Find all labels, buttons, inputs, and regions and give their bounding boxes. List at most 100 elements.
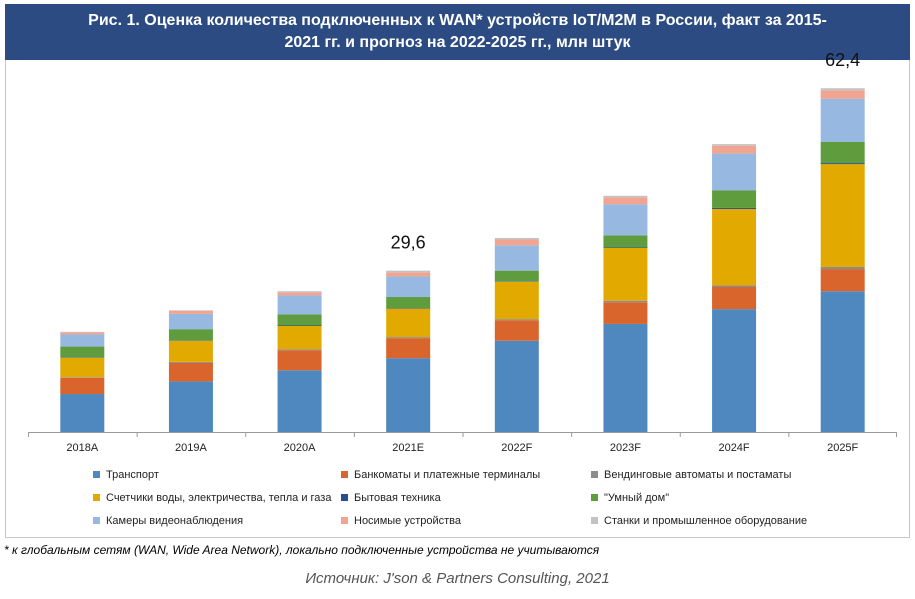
bar-segment (60, 394, 105, 432)
legend-item: Носимые устройства (341, 514, 461, 528)
bar-segment (603, 197, 648, 205)
bar-segment (277, 349, 322, 351)
legend-item: "Умный дом" (591, 491, 669, 505)
legend-item: Транспорт (93, 468, 159, 482)
bar-segment (168, 381, 213, 432)
bar-segment (494, 245, 539, 271)
bar-segment (386, 272, 431, 277)
total-data-label: 29,6 (391, 233, 426, 253)
bar-segment (820, 291, 865, 432)
x-tick-label: 2018A (66, 442, 98, 454)
x-tick-label: 2022F (501, 442, 532, 454)
legend-label: Станки и промышленное оборудование (604, 515, 808, 527)
legend-swatch (591, 493, 598, 501)
bar-segment (494, 281, 539, 320)
stacked-bar-chart: 2018A 2019A 2020A 2021E 2022F 2023F 2024F 2025F… (28, 50, 897, 454)
bar-segment (820, 98, 865, 142)
x-tick-label: 2024F (718, 442, 749, 454)
legend-swatch (341, 493, 348, 501)
bar-segment (168, 340, 213, 341)
legend-item: Камеры видеонаблюдения (93, 514, 243, 528)
bar-segment (60, 357, 105, 358)
bar-segment (277, 291, 322, 293)
bar-segment (820, 163, 865, 165)
bar-segment (168, 361, 213, 363)
bar-segment (168, 310, 213, 311)
bar-segment (386, 270, 431, 273)
chart-title-line-2: 2021 гг. и прогноз на 2022-2025 гг., млн… (284, 34, 631, 51)
bar-segment (820, 90, 865, 99)
bar-segment (712, 190, 757, 208)
legend-label: "Умный дом" (604, 492, 670, 504)
legend-label: Транспорт (106, 469, 159, 481)
legend-swatch (591, 516, 598, 524)
bar-segment (712, 145, 757, 154)
bar-segment (386, 308, 431, 338)
bar-segment (60, 377, 105, 395)
legend-swatch (93, 470, 100, 478)
bar-segment (603, 323, 648, 432)
bar-segment (168, 329, 213, 341)
legend-swatch (93, 516, 100, 524)
bar-segment (820, 88, 865, 91)
bar-segment (494, 319, 539, 321)
legend-label: Счетчики воды, электричества, тепла и га… (106, 492, 332, 504)
bar-segment (820, 269, 865, 292)
bar-segment (494, 340, 539, 432)
bar-segment (820, 266, 865, 270)
bar-segment (277, 326, 322, 350)
legend-item: Банкоматы и платежные терминалы (341, 468, 540, 482)
bar-segment (712, 208, 757, 286)
bar-segment (820, 164, 865, 267)
bar-segment (60, 332, 105, 335)
x-tick-label: 2021E (392, 442, 424, 454)
bar-segment (494, 270, 539, 282)
bar-segment (712, 285, 757, 287)
footnote: * к глобальным сетям (WAN, Wide Area Net… (4, 543, 600, 557)
legend-label: Камеры видеонаблюдения (106, 515, 244, 527)
bar-segment (277, 292, 322, 296)
bar-segment (386, 297, 431, 309)
legend-swatch (93, 493, 100, 501)
bar-segment (494, 281, 539, 282)
legend-swatch (341, 470, 348, 478)
legend-label: Бытовая техника (354, 492, 441, 504)
chart-title: Рис. 1. Оценка количества подключенных к… (5, 4, 910, 60)
x-tick-label: 2019A (175, 442, 207, 454)
bar-segment (712, 144, 757, 146)
bar-segment (277, 350, 322, 371)
bar-segment (603, 300, 648, 303)
bar-segment (820, 142, 865, 164)
bar-segment (603, 247, 648, 248)
bar-segment (712, 309, 757, 432)
bar-segment (386, 276, 431, 298)
bar-segment (386, 338, 431, 359)
bar-segment (603, 302, 648, 324)
bar-segment (60, 346, 105, 358)
bar-segment (277, 325, 322, 327)
legend-item: Станки и промышленное оборудование (591, 514, 807, 528)
chart-frame (5, 60, 910, 538)
bar-segment (277, 314, 322, 326)
bar-segment (60, 357, 105, 378)
bar-segment (712, 287, 757, 310)
bar-segment (712, 153, 757, 191)
legend-swatch (341, 516, 348, 524)
bar-segment (603, 204, 648, 236)
bar-segment (168, 362, 213, 382)
source-note: Источник: J'son & Partners Consulting, 2… (305, 570, 610, 587)
total-data-label: 62,4 (825, 50, 860, 70)
chart-title-line-1: Рис. 1. Оценка количества подключенных к… (88, 12, 827, 29)
bar-segment (60, 331, 105, 333)
bar-segment (168, 310, 213, 314)
bar-segment (386, 358, 431, 432)
legend-label: Носимые устройства (354, 515, 462, 527)
bar-segment (712, 207, 757, 209)
bar-segment (60, 334, 105, 347)
bar-segment (603, 247, 648, 301)
bar-segment (386, 337, 431, 339)
x-tick-label: 2020A (284, 442, 316, 454)
legend-label: Вендинговые автоматы и постаматы (604, 469, 792, 481)
x-tick-label: 2023F (610, 442, 641, 454)
bar-segment (277, 295, 322, 315)
